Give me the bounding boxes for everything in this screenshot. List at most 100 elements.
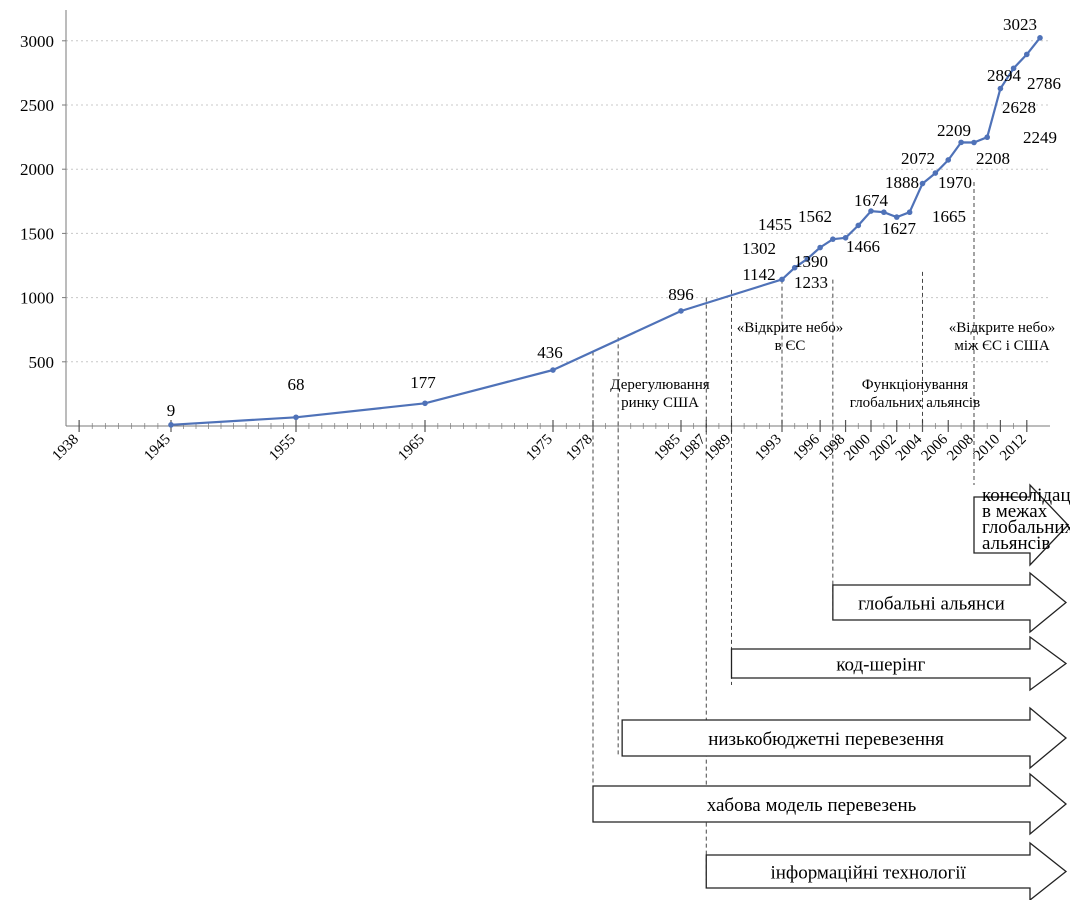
- y-tick-label: 2500: [20, 96, 54, 115]
- annotation-text: ринку США: [621, 395, 699, 411]
- data-label: 1302: [742, 239, 776, 258]
- x-tick-label: 2012: [997, 432, 1030, 465]
- data-point: [881, 209, 887, 216]
- data-label: 1665: [932, 207, 966, 226]
- axes: [65, 10, 1050, 427]
- annotation-text: Дерегулювання: [610, 377, 710, 393]
- annotation-text: між ЄС і США: [954, 338, 1049, 354]
- x-tick-label: 1985: [651, 432, 684, 465]
- data-label: 9: [167, 401, 176, 420]
- data-point: [842, 234, 849, 241]
- data-label: 1142: [742, 265, 775, 284]
- data-label: 2072: [901, 149, 935, 168]
- y-tick-label: 3000: [20, 32, 54, 51]
- annotations: Дерегулювання ринку США «Відкрите небо» в Є…: [610, 320, 1055, 411]
- data-point: [293, 414, 299, 421]
- data-point: [868, 208, 874, 214]
- era-arrow: [832, 571, 1068, 634]
- data-label: 2894: [987, 66, 1022, 85]
- data-point: [550, 367, 556, 373]
- data-label: 1466: [846, 237, 880, 256]
- annotation-text: Функціонування: [862, 377, 968, 393]
- data-label: 1970: [938, 173, 972, 192]
- data-point: [1024, 51, 1030, 58]
- y-tick-label: 1500: [20, 224, 54, 243]
- series-line: [168, 35, 1043, 428]
- era-arrow-label: глобальні альянси: [858, 594, 1005, 615]
- era-arrow: [973, 483, 1069, 567]
- data-label: 2249: [1023, 128, 1057, 147]
- annotation-text: глобальних альянсів: [850, 395, 980, 411]
- x-tick-label: 2006: [919, 431, 952, 464]
- era-drop-lines: [592, 182, 975, 880]
- data-label: 1562: [798, 207, 832, 226]
- y-tick-label: 500: [29, 353, 55, 372]
- data-label: 177: [410, 373, 436, 392]
- data-label: 68: [288, 375, 305, 394]
- x-tick-label: 2000: [841, 432, 874, 465]
- data-point: [168, 422, 174, 428]
- x-tick-label: 1978: [563, 432, 596, 465]
- era-arrow-label: хабова модель перевезень: [707, 795, 917, 816]
- data-label: 3023: [1003, 15, 1037, 34]
- data-label: 1390: [794, 252, 828, 271]
- data-label: 896: [668, 285, 694, 304]
- data-point: [1010, 65, 1017, 72]
- data-point: [971, 139, 977, 146]
- x-tick-label: 2008: [944, 432, 977, 465]
- x-tick-label: 1998: [816, 432, 849, 465]
- era-arrow: [592, 772, 1068, 836]
- data-point: [830, 236, 836, 242]
- data-point: [817, 244, 823, 251]
- x-tick-label: 1945: [141, 432, 174, 465]
- data-point: [678, 308, 684, 314]
- era-arrow-label: низькобюджетні перевезення: [708, 729, 944, 750]
- era-arrow-label: інформаційні технології: [770, 863, 966, 884]
- x-tick-label: 1996: [790, 431, 823, 464]
- data-label: 2786: [1027, 74, 1061, 93]
- x-tick-label: 1955: [266, 432, 299, 465]
- era-arrow: [705, 841, 1068, 900]
- data-point: [919, 180, 926, 187]
- y-tick-labels: 500 1000 1500 2000 2500 3000: [20, 32, 54, 372]
- data-point: [1037, 35, 1043, 41]
- data-label: 2208: [976, 149, 1010, 168]
- x-tick-label: 1975: [523, 432, 556, 465]
- data-label: 1627: [882, 219, 917, 238]
- y-tick-label: 1000: [20, 289, 54, 308]
- y-tick-label: 2000: [20, 160, 54, 179]
- data-point: [958, 139, 964, 146]
- data-point: [997, 85, 1004, 92]
- era-arrow-label: глобальних: [982, 517, 1070, 538]
- annotation-text: «Відкрите небо»: [949, 320, 1055, 336]
- data-label: 2628: [1002, 98, 1036, 117]
- data-label: 1674: [854, 191, 889, 210]
- data-label: 1455: [758, 215, 792, 234]
- data-point: [906, 209, 913, 216]
- data-point: [984, 134, 990, 141]
- era-arrow-label: в межах: [982, 501, 1048, 522]
- x-tick-label: 1993: [752, 432, 785, 465]
- data-label: 2209: [937, 121, 971, 140]
- era-arrow-label: альянсів: [982, 533, 1050, 554]
- data-point: [791, 264, 798, 271]
- annotation-text: в ЄС: [775, 338, 806, 354]
- data-label: 436: [537, 343, 563, 362]
- data-point: [422, 400, 428, 407]
- x-tick-label: 2010: [971, 432, 1004, 465]
- data-point: [804, 256, 811, 262]
- era-arrow: [730, 635, 1068, 692]
- data-point: [945, 157, 952, 163]
- era-arrow-label: консолідація: [982, 485, 1070, 506]
- x-tick-label: 2004: [893, 431, 926, 464]
- era-arrow-label: код-шерінг: [836, 655, 925, 676]
- x-tick-label: 1938: [49, 432, 82, 465]
- x-tick-label: 2002: [867, 432, 900, 465]
- x-tick-label: 1987: [677, 431, 710, 464]
- x-tick-label: 1965: [395, 432, 428, 465]
- data-label: 1233: [794, 273, 828, 292]
